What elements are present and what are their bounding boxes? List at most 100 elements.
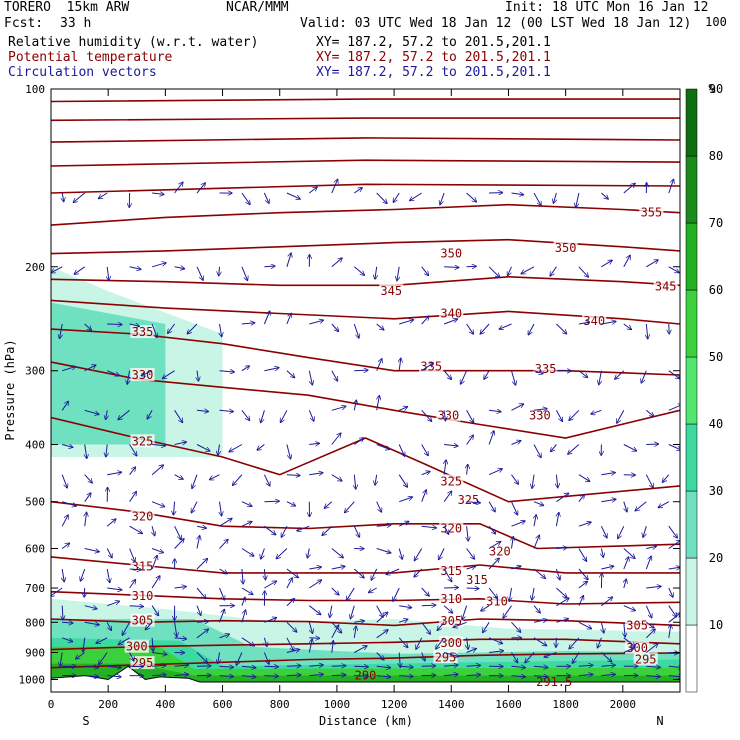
circulation-vector: [51, 266, 63, 273]
circulation-vector: [646, 323, 648, 339]
circulation-vector: [196, 652, 208, 663]
circulation-vector: [375, 266, 377, 279]
circulation-vector: [645, 556, 651, 570]
circulation-vector: [106, 622, 111, 630]
theta-label: 320: [132, 510, 154, 524]
circulation-vector: [129, 525, 143, 533]
colorbar-label: 10: [709, 618, 723, 632]
circulation-vector: [421, 605, 436, 606]
theta-label-bg: [130, 656, 155, 670]
circulation-vector: [196, 183, 205, 194]
circulation-vector: [354, 188, 362, 194]
circulation-vector: [532, 474, 534, 489]
theta-label: 305: [132, 614, 154, 628]
circulation-vector: [106, 444, 107, 457]
circulation-vector: [168, 323, 176, 333]
theta-label-bg: [487, 544, 512, 558]
circulation-vector: [555, 410, 562, 421]
circulation-vector: [398, 474, 407, 488]
circulation-vector: [443, 491, 452, 502]
circulation-vector: [263, 474, 270, 486]
circulation-vector: [196, 629, 209, 639]
colorbar-label: 30: [709, 484, 723, 498]
circulation-vector: [668, 605, 677, 617]
x-tick-label: 200: [98, 698, 118, 711]
circulation-vector: [578, 621, 592, 629]
circulation-vector: [556, 323, 566, 334]
circulation-vector: [511, 193, 524, 195]
circulation-vector: [84, 666, 99, 667]
circulation-vector: [264, 666, 278, 667]
circulation-vector: [84, 493, 91, 502]
circulation-vector: [623, 605, 636, 611]
theta-label: 315: [466, 573, 488, 587]
circulation-vector: [646, 666, 660, 667]
circulation-vector: [353, 568, 364, 578]
circulation-vector: [466, 435, 474, 445]
circulation-vector: [322, 525, 333, 535]
circulation-vector: [601, 548, 603, 558]
theta-contour-upper-17: [51, 98, 680, 103]
circulation-vector: [309, 665, 323, 666]
circulation-vector: [354, 621, 364, 623]
circulation-vector: [354, 370, 368, 371]
y-tick-label: 800: [25, 616, 45, 629]
circulation-vector: [264, 568, 265, 580]
circulation-vector: [668, 540, 680, 549]
circulation-vector: [466, 266, 477, 267]
circulation-vector: [309, 567, 321, 569]
theta-label: 340: [440, 307, 462, 321]
circulation-vector: [623, 637, 635, 647]
circulation-vector: [353, 525, 359, 537]
theta-label-bg: [625, 618, 650, 632]
circulation-vector: [62, 622, 73, 623]
circulation-vector: [286, 649, 300, 653]
circulation-vector: [466, 566, 476, 569]
circulation-vector: [192, 474, 198, 489]
circulation-vector: [601, 473, 615, 475]
header-fcst-label: Fcst:: [4, 16, 44, 31]
circulation-vector: [218, 652, 220, 664]
circulation-vector: [152, 675, 166, 676]
header-org: NCAR/MMM: [226, 0, 289, 15]
circulation-vector: [444, 588, 458, 589]
circulation-vector: [264, 266, 275, 267]
circulation-vector: [264, 637, 267, 647]
circulation-vector: [641, 370, 647, 383]
colorbar-bin: [685, 88, 698, 157]
circulation-vector: [511, 441, 521, 445]
theta-label-bg: [439, 306, 464, 320]
theta-label-bg: [439, 591, 464, 605]
circulation-vector: [601, 260, 612, 268]
circulation-vector: [421, 587, 430, 596]
circulation-vector: [241, 266, 248, 281]
colorbar-label: 80: [709, 149, 723, 163]
circulation-vector: [354, 438, 364, 445]
circulation-vector: [286, 675, 301, 676]
circulation-vector: [80, 568, 86, 581]
colorbar: 10 20 30 40 50 60 70 80 90 100: [685, 15, 727, 693]
theta-label: 350: [555, 241, 577, 255]
circulation-vector: [623, 648, 634, 653]
circulation-vector: [623, 323, 632, 330]
circulation-vector: [84, 622, 100, 625]
circulation-vector: [533, 676, 548, 677]
circulation-vector: [196, 558, 208, 570]
colorbar-bin: [685, 490, 698, 559]
circulation-vector: [669, 625, 671, 638]
circulation-vector: [376, 548, 391, 553]
theta-label-bg: [653, 279, 678, 293]
circulation-vector: [376, 444, 390, 450]
circulation-vector: [398, 637, 408, 648]
circulation-vector: [62, 445, 73, 448]
circulation-vector: [196, 526, 206, 528]
circulation-vector: [511, 404, 524, 411]
theta-label-bg: [130, 613, 155, 627]
circulation-vector: [578, 370, 588, 378]
circulation-vector: [461, 370, 468, 385]
circulation-vector: [466, 675, 481, 676]
circulation-vector: [414, 568, 423, 577]
circulation-vector: [635, 501, 647, 511]
circulation-vector: [578, 474, 590, 482]
